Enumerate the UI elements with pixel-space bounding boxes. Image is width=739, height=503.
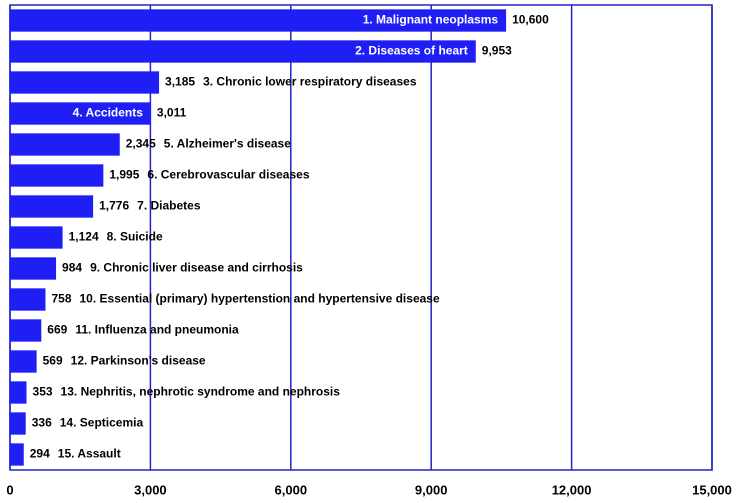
- value-label: 3,011: [157, 106, 187, 120]
- category-label: 11. Influenza and pneumonia: [75, 323, 239, 337]
- x-tick-label: 12,000: [552, 482, 592, 497]
- bar: [10, 71, 160, 94]
- x-tick-label: 9,000: [415, 482, 448, 497]
- value-label: 569: [43, 354, 63, 368]
- category-label: 2. Diseases of heart: [355, 44, 468, 58]
- category-label: 3. Chronic lower respiratory diseases: [203, 75, 417, 89]
- x-tick-label: 0: [6, 482, 13, 497]
- value-label: 669: [47, 323, 67, 337]
- category-label: 15. Assault: [58, 447, 121, 461]
- bar: [10, 412, 26, 435]
- bar: [10, 319, 42, 342]
- bar: [10, 443, 24, 466]
- bar: [10, 381, 27, 404]
- value-label: 9,953: [482, 44, 512, 58]
- value-label: 1,995: [109, 168, 139, 182]
- value-label: 984: [62, 261, 82, 275]
- bar: [10, 288, 46, 311]
- bar: [10, 257, 57, 280]
- category-label: 9. Chronic liver disease and cirrhosis: [90, 261, 303, 275]
- value-label: 1,776: [99, 199, 129, 213]
- value-label: 1,124: [69, 230, 99, 244]
- category-label: 12. Parkinson's disease: [71, 354, 206, 368]
- category-label: 4. Accidents: [73, 106, 144, 120]
- x-tick-label: 6,000: [275, 482, 308, 497]
- category-label: 8. Suicide: [107, 230, 163, 244]
- category-label: 5. Alzheimer's disease: [164, 137, 291, 151]
- bar: [10, 133, 120, 156]
- category-label: 13. Nephritis, nephrotic syndrome and ne…: [61, 385, 341, 399]
- category-label: 7. Diabetes: [137, 199, 201, 213]
- bar: [10, 164, 104, 187]
- bar: [10, 9, 507, 32]
- value-label: 294: [30, 447, 50, 461]
- value-label: 10,600: [512, 13, 549, 27]
- x-tick-label: 3,000: [134, 482, 167, 497]
- value-label: 3,185: [165, 75, 195, 89]
- category-label: 14. Septicemia: [60, 416, 144, 430]
- bar: [10, 226, 63, 249]
- value-label: 353: [33, 385, 53, 399]
- bar: [10, 195, 94, 218]
- bar: [10, 350, 37, 373]
- category-label: 10. Essential (primary) hypertenstion an…: [80, 292, 440, 306]
- value-label: 758: [51, 292, 71, 306]
- category-label: 6. Cerebrovascular diseases: [147, 168, 309, 182]
- bar: [10, 102, 151, 125]
- x-tick-label: 15,000: [692, 482, 732, 497]
- bar: [10, 40, 476, 63]
- category-label: 1. Malignant neoplasms: [363, 13, 499, 27]
- value-label: 2,345: [126, 137, 156, 151]
- value-label: 336: [32, 416, 52, 430]
